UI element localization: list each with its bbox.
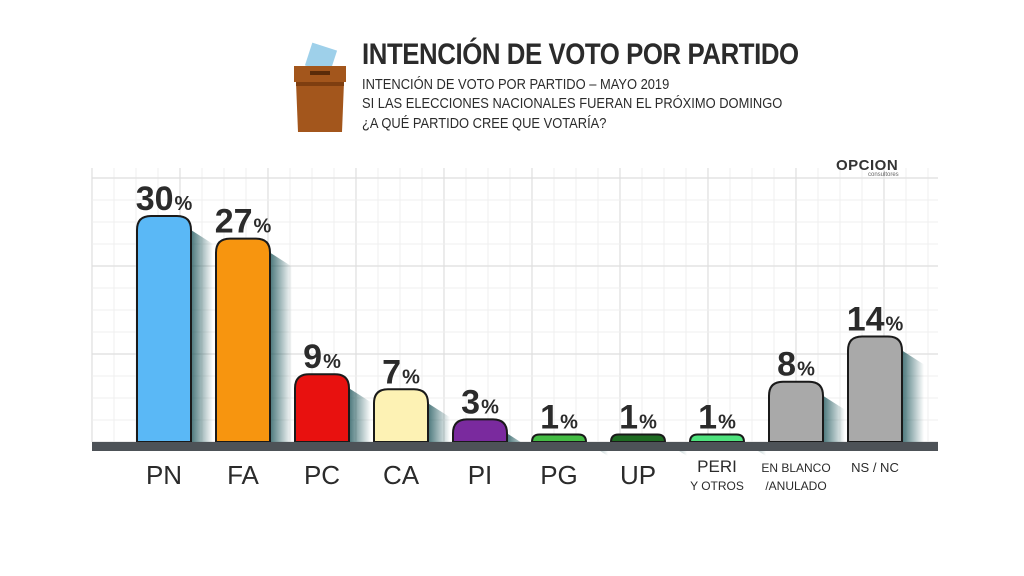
value-unit: %	[254, 216, 272, 238]
value-unit: %	[718, 411, 736, 433]
value-number: 9	[303, 338, 322, 376]
category-label: FA	[227, 460, 259, 490]
chart-question-line-2: ¿A QUÉ PARTIDO CREE QUE VOTARÍA?	[362, 115, 607, 132]
bar-shadow	[823, 395, 845, 442]
bar-chart: 30% 27%9% 7%3% 1% 1% 1%8%14% PN FA PC CA PI PG UP PE…	[91, 168, 938, 493]
category-label: PI	[468, 460, 493, 490]
category-label: CA	[383, 460, 420, 490]
category-label: NS / NC	[851, 460, 899, 475]
value-label: 1%	[619, 398, 657, 436]
bar-shadow	[191, 230, 213, 442]
category-label: PG	[540, 460, 578, 490]
category-label: PERI	[697, 457, 737, 476]
bar-shadow	[349, 388, 371, 442]
logo-subtext: consultores	[868, 172, 899, 178]
value-label: 30%	[136, 180, 193, 218]
category-label: /ANULADO	[765, 479, 826, 493]
value-number: 3	[461, 383, 480, 421]
baseline	[92, 442, 938, 451]
opcion-logo: OPCION consultores	[836, 157, 918, 181]
value-number: 1	[540, 398, 559, 436]
category-label: EN BLANCO	[761, 461, 830, 475]
chart-title: INTENCIÓN DE VOTO POR PARTIDO	[362, 38, 799, 71]
bar-shadows	[191, 230, 924, 456]
chart-header: INTENCIÓN DE VOTO POR PARTIDO INTENCIÓN …	[0, 0, 1024, 150]
bars	[136, 215, 903, 443]
value-unit: %	[175, 193, 193, 215]
value-label: 27%	[215, 203, 272, 241]
value-unit: %	[886, 314, 904, 336]
logo-text: OPCION	[836, 157, 899, 174]
value-unit: %	[481, 396, 499, 418]
value-unit: %	[402, 366, 420, 388]
category-label: PC	[304, 460, 340, 490]
bar	[768, 380, 824, 443]
value-number: 14	[847, 301, 885, 339]
bar	[847, 335, 903, 443]
value-unit: %	[797, 359, 815, 381]
value-label: 3%	[461, 383, 499, 421]
category-label: UP	[620, 460, 656, 490]
category-labels: PN FA PC CA PI PG UP PERI Y OTROS EN BLANCO/ANULA…	[146, 457, 899, 493]
bar-shadow	[902, 350, 924, 442]
value-number: 27	[215, 203, 253, 241]
value-label: 1%	[540, 398, 578, 436]
value-unit: %	[639, 411, 657, 433]
value-unit: %	[323, 351, 341, 373]
value-label: 8%	[777, 346, 815, 384]
bar-shadow	[428, 403, 450, 442]
bar	[688, 433, 746, 443]
value-label: 9%	[303, 338, 341, 376]
bar	[530, 433, 588, 443]
chart-question-line-1: SI LAS ELECCIONES NACIONALES FUERAN EL P…	[362, 95, 783, 112]
value-label: 1%	[698, 398, 736, 436]
value-number: 7	[382, 353, 401, 391]
value-unit: %	[560, 411, 578, 433]
value-number: 8	[777, 346, 796, 384]
bar-shadow	[270, 252, 292, 442]
bar	[609, 433, 667, 443]
value-labels: 30% 27%9% 7%3% 1% 1% 1%8%14%	[136, 180, 904, 436]
bar	[294, 373, 350, 443]
category-label: Y OTROS	[690, 479, 744, 493]
chart-subtitle: INTENCIÓN DE VOTO POR PARTIDO – MAYO 201…	[362, 76, 670, 93]
ballot-box-icon	[294, 42, 346, 132]
bar	[373, 388, 429, 443]
bar	[215, 237, 271, 443]
value-number: 30	[136, 180, 174, 218]
bar	[136, 215, 192, 443]
category-label: PN	[146, 460, 182, 490]
bar	[452, 418, 508, 443]
value-number: 1	[619, 398, 638, 436]
value-number: 1	[698, 398, 717, 436]
value-label: 14%	[847, 301, 904, 339]
value-label: 7%	[382, 353, 420, 391]
